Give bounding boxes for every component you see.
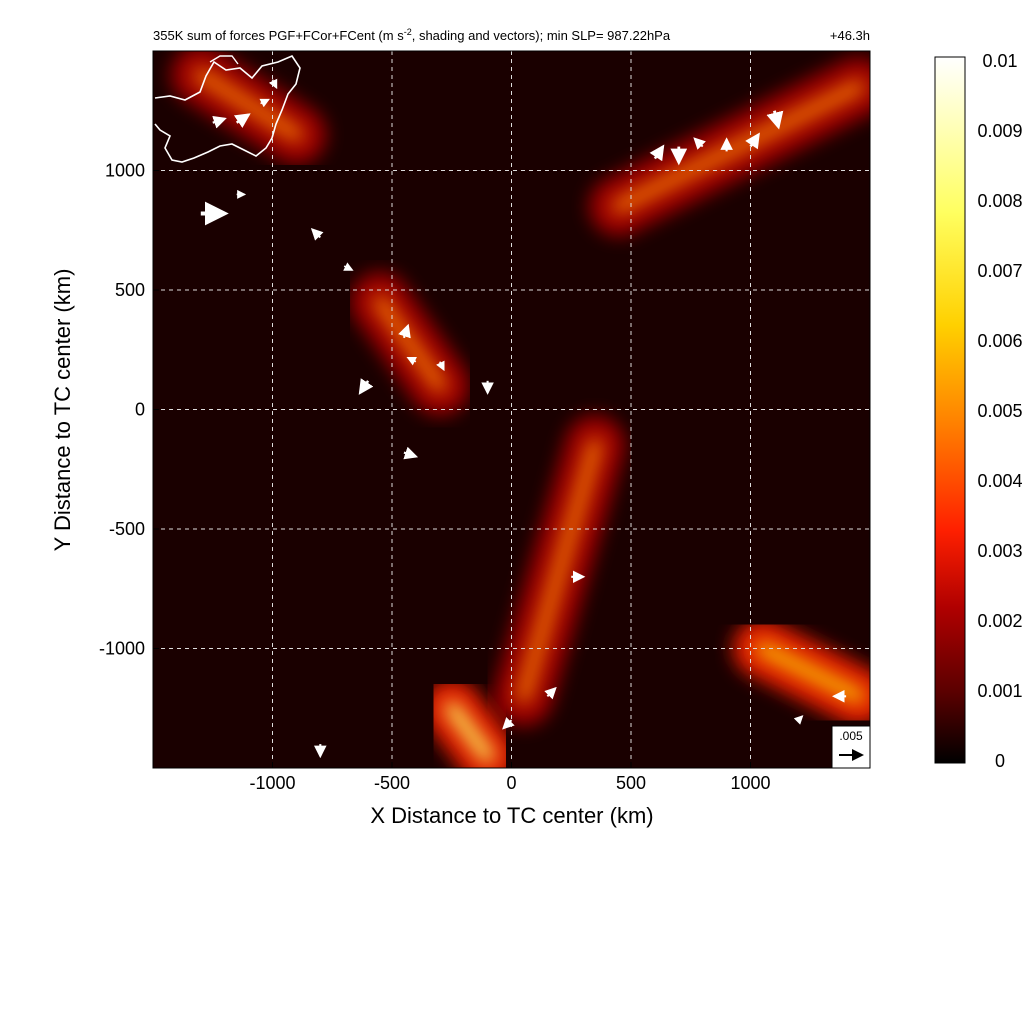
colorbar-tick-label: 0.009 xyxy=(977,121,1022,141)
y-tick-label: 0 xyxy=(135,400,145,420)
force-vector xyxy=(310,228,324,241)
colorbar-tick-label: 0.008 xyxy=(977,191,1022,211)
heatmap-features xyxy=(170,51,870,768)
heatmap-band-core xyxy=(612,79,866,214)
force-vector xyxy=(212,115,227,129)
time-label: +46.3h xyxy=(830,28,870,43)
colorbar-tick-label: 0 xyxy=(995,751,1005,771)
force-vector xyxy=(502,717,515,730)
heatmap-feature xyxy=(350,271,470,416)
colorbar-tick-label: 0.001 xyxy=(977,681,1022,701)
heatmap-band-core xyxy=(444,701,495,764)
colorbar-ticks: 0.01 0.009 0.008 0.007 0.006 0.005 0.004 0.003 0… xyxy=(977,51,1022,771)
heatmap-feature xyxy=(732,618,870,727)
force-vector xyxy=(403,446,419,460)
colorbar-tick-label: 0.005 xyxy=(977,401,1022,421)
x-axis-label: X Distance to TC center (km) xyxy=(370,803,653,828)
x-axis-ticks: -1000 -500 0 500 1000 xyxy=(249,762,771,793)
force-vector xyxy=(544,686,557,700)
heatmap-band-core xyxy=(193,67,304,142)
force-vector xyxy=(693,137,706,150)
x-tick-label: -1000 xyxy=(249,773,295,793)
heatmap-band-core xyxy=(516,438,603,704)
force-vector xyxy=(233,113,251,129)
coastline-path xyxy=(154,55,301,163)
reference-vector-value: .005 xyxy=(839,729,863,743)
colorbar: 0.01 0.009 0.008 0.007 0.006 0.005 0.004 0.003 0… xyxy=(934,51,1023,771)
heatmap-feature xyxy=(493,415,626,727)
colorbar-tick-label: 0.003 xyxy=(977,541,1022,561)
reference-vector-box: .005 xyxy=(831,725,871,769)
y-tick-label: -1000 xyxy=(99,639,145,659)
heatmap-feature xyxy=(170,51,327,165)
force-vector xyxy=(268,78,278,90)
vector-field xyxy=(200,78,847,759)
coastline xyxy=(154,55,301,163)
colorbar-tick-label: 0.01 xyxy=(982,51,1017,71)
force-vector xyxy=(649,144,665,162)
y-tick-label: 1000 xyxy=(105,161,145,181)
heatmap-band-core xyxy=(373,294,447,393)
colorbar-tick-label: 0.007 xyxy=(977,261,1022,281)
force-vector xyxy=(766,110,784,130)
x-tick-label: 500 xyxy=(616,773,646,793)
force-vector xyxy=(406,357,418,366)
colorbar-tick-label: 0.004 xyxy=(977,471,1022,491)
heatmap-band-core xyxy=(755,641,866,704)
force-vector xyxy=(793,715,804,725)
colorbar-tick-label: 0.002 xyxy=(977,611,1022,631)
coastline-island xyxy=(209,55,239,65)
force-vector xyxy=(259,98,270,108)
heatmap-feature xyxy=(589,56,870,237)
x-tick-label: 1000 xyxy=(730,773,770,793)
heatmap-feature xyxy=(421,678,518,768)
x-tick-label: 0 xyxy=(506,773,516,793)
colorbar-tick-label: 0.006 xyxy=(977,331,1022,351)
force-vector xyxy=(343,262,354,271)
force-vector xyxy=(358,378,374,395)
y-axis-ticks: -1000 -500 0 500 1000 xyxy=(99,161,159,659)
colorbar-gradient xyxy=(934,56,966,764)
force-vector xyxy=(745,132,760,150)
y-axis-label: Y Distance to TC center (km) xyxy=(50,269,75,552)
force-vector xyxy=(436,360,445,372)
x-tick-label: -500 xyxy=(374,773,410,793)
chart-title: 355K sum of forces PGF+FCor+FCent (m s-2… xyxy=(153,27,671,43)
y-tick-label: 500 xyxy=(115,280,145,300)
plot-area: .005 xyxy=(152,50,871,769)
force-vector xyxy=(398,323,411,339)
reference-vector-frame xyxy=(831,725,871,769)
y-tick-label: -500 xyxy=(109,519,145,539)
